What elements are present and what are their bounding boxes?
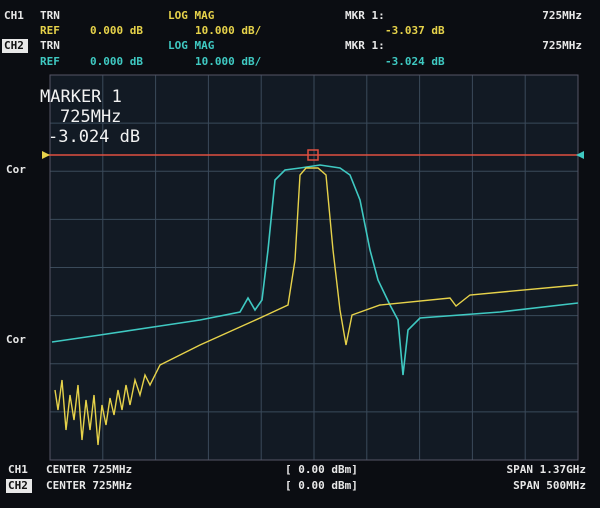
span: SPAN 1.37GHz xyxy=(507,463,586,476)
ref: REF xyxy=(40,55,60,68)
marker-freq: 725MHz xyxy=(60,107,121,127)
ref-value: 0.000 dB xyxy=(90,24,143,37)
ref-value: 0.000 dB xyxy=(90,55,143,68)
span: SPAN 500MHz xyxy=(513,479,586,492)
channel-id: CH1 xyxy=(4,9,24,22)
marker-freq: 725MHz xyxy=(542,39,582,52)
scale: 10.000 dB/ xyxy=(195,55,262,68)
trace: TRN xyxy=(40,39,60,52)
channel-id-box xyxy=(2,39,28,53)
marker-symbol xyxy=(307,149,319,161)
trace: TRN xyxy=(40,9,60,22)
center: CENTER 725MHz xyxy=(46,479,132,492)
power: [ 0.00 dBm] xyxy=(285,463,358,476)
marker-title: MARKER 1 xyxy=(40,87,122,107)
trace-ch2 xyxy=(51,164,579,376)
grid xyxy=(50,75,578,460)
channel-id: CH2 xyxy=(4,39,24,52)
ref-arrow xyxy=(576,151,584,159)
marker: MKR 1: xyxy=(345,9,385,22)
marker-value: -3.024 dB xyxy=(385,55,445,68)
ref-arrow xyxy=(42,151,50,159)
power: [ 0.00 dBm] xyxy=(285,479,358,492)
ref: REF xyxy=(40,24,60,37)
channel-id: CH2 xyxy=(8,479,28,492)
trace-ch1 xyxy=(54,167,579,446)
marker: MKR 1: xyxy=(345,39,385,52)
plot-frame xyxy=(49,74,579,461)
format: LOG MAG xyxy=(168,9,215,22)
marker-value: -3.024 dB xyxy=(48,127,140,147)
scale: 10.000 dB/ xyxy=(195,24,262,37)
format: LOG MAG xyxy=(168,39,215,52)
channel-id: CH1 xyxy=(8,463,28,476)
marker-freq: 725MHz xyxy=(542,9,582,22)
side-label: Cor xyxy=(6,163,26,176)
marker-value: -3.037 dB xyxy=(385,24,445,37)
side-label: Cor xyxy=(6,333,26,346)
channel-id-box xyxy=(6,479,32,493)
center: CENTER 725MHz xyxy=(46,463,132,476)
